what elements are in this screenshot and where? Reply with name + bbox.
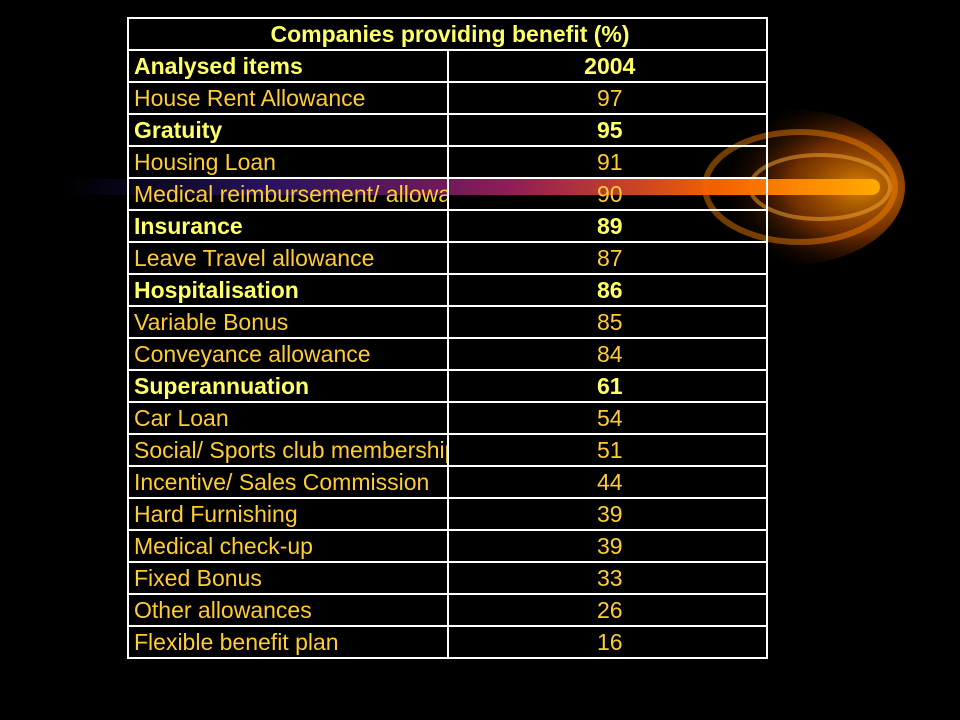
table-row: Medical check-up 39 (127, 529, 768, 563)
table-row: Conveyance allowance 84 (127, 337, 768, 371)
table-row: Hospitalisation 86 (127, 273, 768, 307)
benefit-value: 95 (446, 113, 768, 147)
benefit-value: 39 (446, 529, 768, 563)
benefit-value: 90 (446, 177, 768, 211)
column-header-year: 2004 (446, 49, 768, 83)
table-title-row: Companies providing benefit (%) (127, 17, 768, 51)
benefit-value: 33 (446, 561, 768, 595)
table-row: Flexible benefit plan 16 (127, 625, 768, 659)
benefit-item-label: Medical check-up (127, 529, 449, 563)
benefit-item-label: Superannuation (127, 369, 449, 403)
benefit-item-label: Flexible benefit plan (127, 625, 449, 659)
benefit-value: 44 (446, 465, 768, 499)
benefit-value: 91 (446, 145, 768, 179)
benefit-value: 51 (446, 433, 768, 467)
benefit-value: 39 (446, 497, 768, 531)
benefit-value: 87 (446, 241, 768, 275)
benefit-value: 54 (446, 401, 768, 435)
benefit-value: 89 (446, 209, 768, 243)
table-row: Gratuity 95 (127, 113, 768, 147)
table-row: Social/ Sports club membership 51 (127, 433, 768, 467)
benefit-item-label: Leave Travel allowance (127, 241, 449, 275)
table-row: Fixed Bonus 33 (127, 561, 768, 595)
table-row: Other allowances 26 (127, 593, 768, 627)
table-row: Superannuation 61 (127, 369, 768, 403)
benefits-table: Companies providing benefit (%) Analysed… (127, 17, 768, 659)
table-row: Variable Bonus 85 (127, 305, 768, 339)
table-row: House Rent Allowance 97 (127, 81, 768, 115)
benefit-value: 86 (446, 273, 768, 307)
benefit-value: 84 (446, 337, 768, 371)
benefit-value: 97 (446, 81, 768, 115)
benefit-item-label: Car Loan (127, 401, 449, 435)
benefit-item-label: Social/ Sports club membership (127, 433, 449, 467)
table-row: Housing Loan 91 (127, 145, 768, 179)
benefit-item-label: Variable Bonus (127, 305, 449, 339)
benefit-value: 16 (446, 625, 768, 659)
benefit-item-label: Medical reimbursement/ allowance (127, 177, 449, 211)
benefit-item-label: Fixed Bonus (127, 561, 449, 595)
column-header-item: Analysed items (127, 49, 449, 83)
table-row: Hard Furnishing 39 (127, 497, 768, 531)
benefit-item-label: Hard Furnishing (127, 497, 449, 531)
table-header-row: Analysed items 2004 (127, 49, 768, 83)
benefit-item-label: Other allowances (127, 593, 449, 627)
benefit-item-label: Gratuity (127, 113, 449, 147)
benefit-value: 61 (446, 369, 768, 403)
benefit-item-label: House Rent Allowance (127, 81, 449, 115)
benefit-item-label: Insurance (127, 209, 449, 243)
table-row: Medical reimbursement/ allowance90 (127, 177, 768, 211)
benefit-value: 26 (446, 593, 768, 627)
table-title: Companies providing benefit (%) (127, 17, 768, 51)
table-row: Incentive/ Sales Commission 44 (127, 465, 768, 499)
benefit-item-label: Housing Loan (127, 145, 449, 179)
benefit-value: 85 (446, 305, 768, 339)
benefit-item-label: Hospitalisation (127, 273, 449, 307)
table-row: Car Loan 54 (127, 401, 768, 435)
table-row: Insurance 89 (127, 209, 768, 243)
table-row: Leave Travel allowance 87 (127, 241, 768, 275)
benefit-item-label: Incentive/ Sales Commission (127, 465, 449, 499)
benefit-item-label: Conveyance allowance (127, 337, 449, 371)
